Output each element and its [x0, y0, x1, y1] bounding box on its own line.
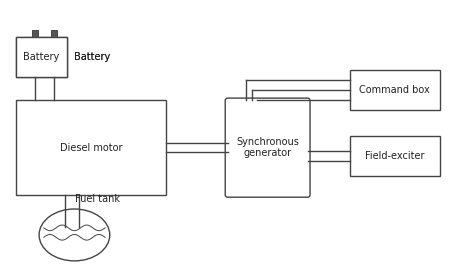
Bar — [32, 30, 38, 37]
Text: Synchronous
generator: Synchronous generator — [236, 137, 299, 158]
Text: Fuel tank: Fuel tank — [75, 194, 120, 204]
Text: Battery: Battery — [23, 52, 60, 62]
Text: Field-exciter: Field-exciter — [365, 151, 425, 161]
Ellipse shape — [39, 209, 110, 261]
Bar — [350, 70, 439, 110]
Bar — [16, 100, 166, 195]
Text: Battery: Battery — [74, 52, 110, 62]
Bar — [16, 37, 67, 77]
FancyBboxPatch shape — [225, 98, 310, 197]
Text: Command box: Command box — [359, 85, 430, 95]
Text: Diesel motor: Diesel motor — [60, 143, 122, 153]
Bar — [16, 37, 67, 77]
Bar — [51, 30, 57, 37]
Text: Battery: Battery — [74, 52, 110, 62]
Bar — [350, 136, 439, 176]
